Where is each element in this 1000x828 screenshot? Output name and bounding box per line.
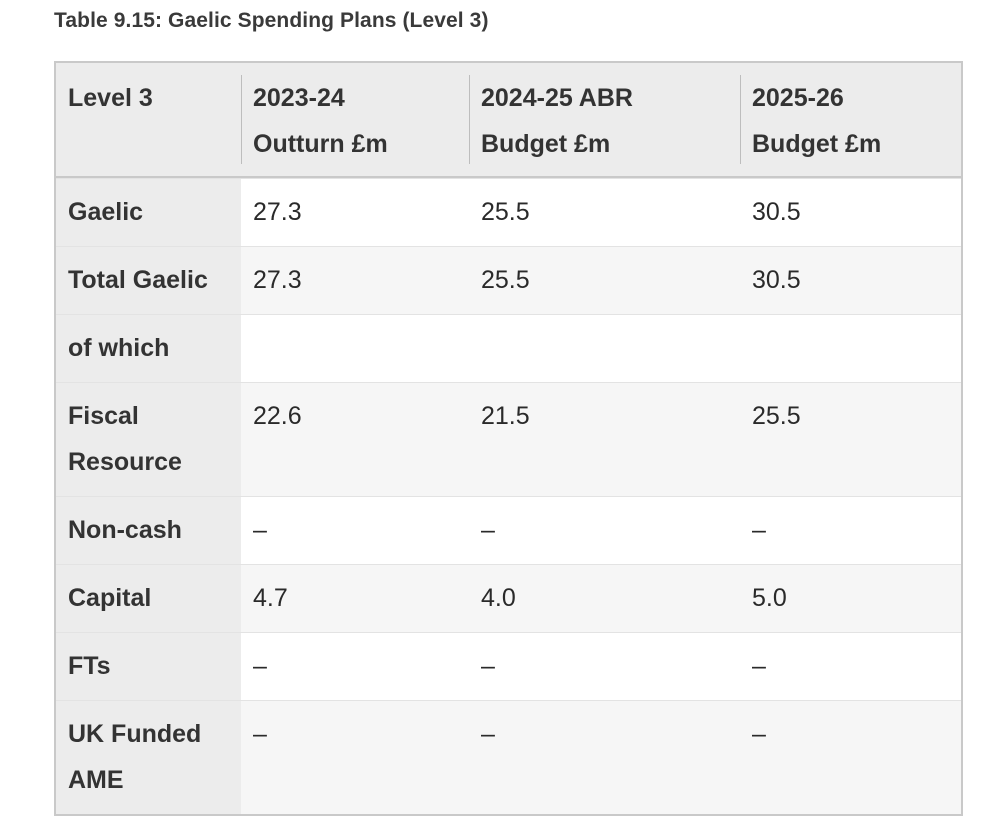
row-label-text: Resource	[68, 448, 182, 476]
table-row-fts: FTs – – –	[56, 632, 961, 700]
row-label-text: Gaelic	[68, 198, 144, 226]
table-row-of-which: of which	[56, 314, 961, 382]
header-text: Level 3	[68, 84, 153, 112]
table-row-gaelic: Gaelic 27.3 25.5 30.5	[56, 178, 961, 246]
header-cell-2024-25: 2024-25 ABR Budget £m	[469, 63, 740, 176]
header-text: 2023-24	[253, 84, 345, 112]
header-text: Outturn £m	[253, 130, 388, 158]
table-cell: 25.5	[469, 247, 740, 314]
table-row-capital: Capital 4.7 4.0 5.0	[56, 564, 961, 632]
table-caption: Table 9.15: Gaelic Spending Plans (Level…	[54, 9, 489, 32]
row-label: of which	[56, 315, 241, 382]
row-label: UK Funded AME	[56, 701, 241, 814]
table-cell: 30.5	[752, 198, 801, 226]
table-cell: –	[481, 652, 495, 680]
table-cell: –	[241, 701, 469, 814]
header-text: 2024-25 ABR	[481, 84, 633, 112]
table-header-row: Level 3 2023-24 Outturn £m 2024-25 ABR B…	[56, 63, 961, 178]
row-label-text: Non-cash	[68, 516, 182, 544]
table-cell: –	[752, 516, 766, 544]
table-cell: 27.3	[253, 198, 302, 226]
table-cell: –	[481, 516, 495, 544]
header-cell-2025-26: 2025-26 Budget £m	[740, 63, 961, 176]
table-cell: 25.5	[481, 198, 530, 226]
table-row-fiscal-resource: Fiscal Resource 22.6 21.5 25.5	[56, 382, 961, 496]
table-cell: 22.6	[241, 383, 469, 496]
row-label: Total Gaelic	[56, 247, 241, 314]
table-cell	[469, 315, 740, 382]
table-row-uk-funded-ame: UK Funded AME – – –	[56, 700, 961, 814]
table-row-non-cash: Non-cash – – –	[56, 496, 961, 564]
row-label-text: Fiscal	[68, 402, 139, 430]
row-label-text: Capital	[68, 584, 152, 612]
header-cell-level: Level 3	[56, 63, 241, 176]
table-cell: –	[253, 516, 267, 544]
row-label-text: AME	[68, 766, 124, 794]
table-cell: 4.0	[469, 565, 740, 632]
row-label-text: UK Funded	[68, 720, 202, 748]
table-cell: 27.3	[241, 247, 469, 314]
table-cell: –	[752, 652, 766, 680]
table-cell: –	[253, 652, 267, 680]
table-cell: –	[740, 701, 961, 814]
table-cell: 4.7	[241, 565, 469, 632]
header-cell-2023-24: 2023-24 Outturn £m	[241, 63, 469, 176]
table-cell: 5.0	[740, 565, 961, 632]
table-cell	[241, 315, 469, 382]
row-label: FTs	[56, 633, 241, 700]
row-label-text: Total Gaelic	[68, 266, 208, 294]
table-cell: 30.5	[740, 247, 961, 314]
table-cell: 21.5	[469, 383, 740, 496]
spending-plans-table: Level 3 2023-24 Outturn £m 2024-25 ABR B…	[54, 61, 963, 816]
row-label-text: of which	[68, 334, 170, 362]
header-text: Budget £m	[752, 130, 882, 158]
table-cell: –	[469, 701, 740, 814]
table-cell: 25.5	[740, 383, 961, 496]
row-label: Capital	[56, 565, 241, 632]
header-text: Budget £m	[481, 130, 611, 158]
header-text: 2025-26	[752, 84, 844, 112]
table-cell	[740, 315, 961, 382]
row-label: Fiscal Resource	[56, 383, 241, 496]
table-row-total-gaelic: Total Gaelic 27.3 25.5 30.5	[56, 246, 961, 314]
row-label: Gaelic	[56, 179, 241, 246]
row-label: Non-cash	[56, 497, 241, 564]
row-label-text: FTs	[68, 652, 111, 680]
